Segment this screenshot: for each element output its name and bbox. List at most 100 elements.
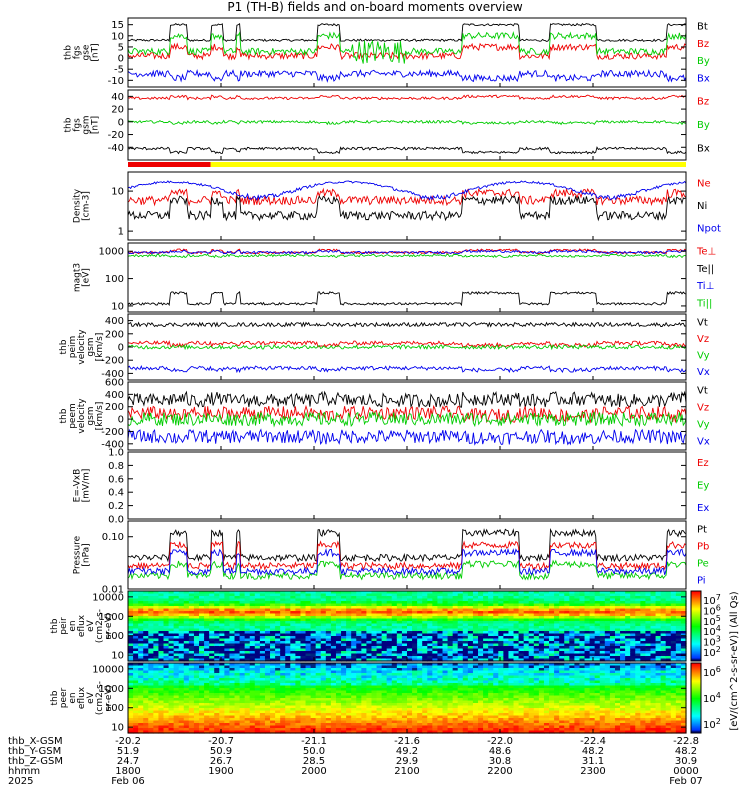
spectrogram-cell (523, 636, 530, 640)
spectrogram-cell (214, 648, 220, 652)
y-axis-label: gsm (86, 406, 96, 425)
spectrogram-cell (366, 656, 373, 660)
spectrogram-cell (391, 643, 398, 647)
spectrogram-cell (275, 728, 281, 732)
spectrogram-cell (422, 623, 428, 627)
spectrogram-cell (559, 646, 565, 650)
spectrogram-cell (660, 656, 667, 660)
spectrogram-cell (148, 725, 154, 729)
spectrogram-cell (335, 685, 342, 689)
spectrogram-cell (219, 631, 225, 635)
spectrogram-cell (467, 643, 474, 647)
spectrogram-cell (193, 708, 200, 712)
legend-pi: Pi (697, 576, 706, 587)
spectrogram-cell (391, 673, 398, 677)
spectrogram-cell (391, 636, 398, 640)
spectrogram-cell (478, 613, 484, 617)
spectrogram-cell (518, 616, 525, 620)
spectrogram-cell (290, 700, 296, 704)
spectrogram-cell (138, 675, 144, 679)
spectrogram-cell (280, 643, 286, 647)
spectrogram-cell (655, 638, 662, 642)
spectrogram-cell (300, 725, 307, 729)
spectrogram-cell (609, 596, 616, 600)
spectrogram-cell (417, 626, 423, 630)
spectrogram-cell (401, 700, 408, 704)
spectrogram-cell (290, 616, 296, 620)
spectrogram-cell (275, 665, 281, 669)
spectrogram-cell (193, 628, 200, 632)
spectrogram-cell (320, 670, 327, 674)
spectrogram-cell (594, 603, 601, 607)
chart-title: P1 (TH-B) fields and on-board moments ov… (227, 0, 523, 14)
spectrogram-cell (290, 598, 296, 602)
spectrogram-cell (209, 628, 215, 632)
spectrogram-cell (290, 608, 296, 612)
y-tick-label: 1.0 (108, 448, 124, 459)
spectrogram-cell (193, 693, 200, 697)
spectrogram-cell (270, 643, 276, 647)
spectrogram-cell (219, 603, 225, 607)
spectrogram-cell (148, 651, 154, 655)
spectrogram-cell (204, 690, 210, 694)
spectrogram-cell (478, 636, 484, 640)
spectrogram-cell (437, 646, 444, 650)
spectrogram-cell (244, 703, 251, 707)
spectrogram-cell (133, 668, 139, 672)
spectrogram-cell (310, 611, 317, 615)
spectrogram-cell (229, 601, 236, 605)
spectrogram-cell (594, 646, 601, 650)
spectrogram-cell (589, 636, 596, 640)
spectrogram-cell (396, 638, 403, 642)
spectrogram-cell (315, 685, 322, 689)
spectrogram-cell (305, 643, 312, 647)
spectrogram-cell (650, 656, 657, 660)
spectrogram-cell (168, 700, 175, 704)
spectrogram-cell (254, 665, 261, 669)
spectrogram-cell (472, 646, 479, 650)
spectrogram-cell (376, 705, 383, 709)
spectrogram-cell (635, 611, 641, 615)
spectrogram-cell (224, 648, 231, 652)
spectrogram-cell (351, 638, 357, 642)
spectrogram-cell (346, 603, 352, 607)
spectrogram-cell (670, 643, 677, 647)
spectrogram-cell (259, 628, 266, 632)
spectrogram-cell (214, 665, 220, 669)
spectrogram-cell (204, 720, 210, 724)
spectrogram-cell (401, 656, 408, 660)
spectrogram-cell (609, 633, 616, 637)
spectrogram-cell (133, 598, 139, 602)
spectrogram-cell (214, 723, 220, 727)
spectrogram-cell (351, 680, 357, 684)
spectrogram-cell (407, 658, 413, 662)
spectrogram-cell (427, 631, 433, 635)
spectrogram-cell (371, 683, 378, 687)
spectrogram-cell (594, 608, 601, 612)
spectrogram-cell (244, 708, 251, 712)
spectrogram-cell (270, 693, 276, 697)
spectrogram-cell (508, 646, 515, 650)
spectrogram-cell (148, 700, 154, 704)
spectrogram-cell (609, 646, 616, 650)
spectrogram-cell (173, 723, 180, 727)
spectrogram-cell (173, 618, 180, 622)
legend-ti||: Ti|| (696, 298, 712, 309)
y-tick-label: 0.01 (102, 585, 124, 596)
spectrogram-cell (244, 613, 251, 617)
spectrogram-cell (264, 628, 271, 632)
spectrogram-cell (401, 626, 408, 630)
spectrogram-cell (295, 673, 302, 677)
y-axis-label: Pressure (73, 535, 83, 574)
spectrogram-cell (584, 616, 591, 620)
spectrogram-cell (614, 638, 621, 642)
spectrogram-cell (188, 668, 195, 672)
spectrogram-cell (625, 626, 631, 630)
spectrogram-cell (239, 611, 246, 615)
spectrogram-cell (249, 621, 256, 625)
spectrogram-cell (589, 653, 596, 657)
spectrogram-cell (660, 606, 667, 610)
spectrogram-cell (604, 638, 611, 642)
spectrogram-cell (396, 603, 403, 607)
spectrogram-cell (193, 723, 200, 727)
